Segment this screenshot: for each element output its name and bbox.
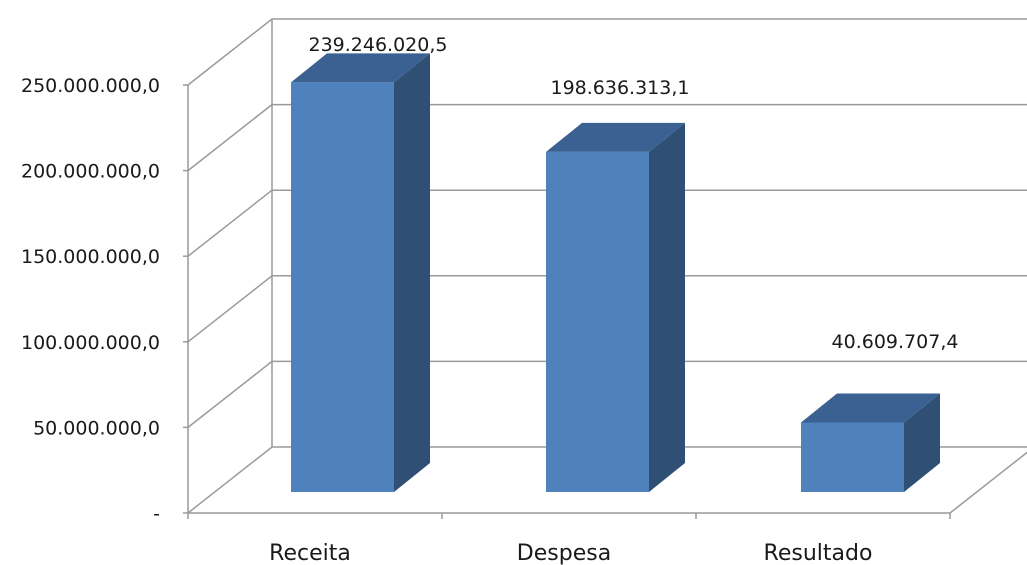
bar-top [801,393,940,423]
bar-despesa [546,122,685,492]
x-category-label: Resultado [764,541,873,565]
bar-receita [291,53,430,492]
bar-front [801,422,904,492]
y-tick-label: 100.000.000,0 [21,332,160,354]
bar-side [904,393,940,492]
gridline-diagonal [187,18,273,86]
gridline-diagonal [187,360,273,428]
y-tick-label: 200.000.000,0 [21,161,160,183]
bar-resultado [801,393,940,492]
x-category-label: Despesa [517,541,611,565]
bar-top [546,122,685,152]
bar-side [649,122,685,492]
chart-bars [291,53,940,492]
y-tick-label: - [153,503,160,525]
chart-labels: - 50.000.000,0 100.000.000,0 150.000.000,0 2… [21,34,958,565]
chart-axes [183,84,951,519]
gridline-diagonal [187,189,273,257]
gridline-diagonal [187,104,273,172]
data-label: 198.636.313,1 [550,77,689,99]
bar-front [291,82,394,492]
x-category-label: Receita [269,541,351,565]
y-tick-label: 150.000.000,0 [21,246,160,268]
bar-side [394,53,430,492]
bar-front [546,151,649,492]
bar-top [291,53,430,83]
gridline-diagonal [187,446,273,514]
floor-right-edge [949,451,1027,514]
data-label: 40.609.707,4 [832,331,959,353]
data-label: 239.246.020,5 [308,34,447,56]
y-tick-label: 50.000.000,0 [33,417,160,439]
gridline-diagonal [187,275,273,343]
y-tick-label: 250.000.000,0 [21,75,160,97]
